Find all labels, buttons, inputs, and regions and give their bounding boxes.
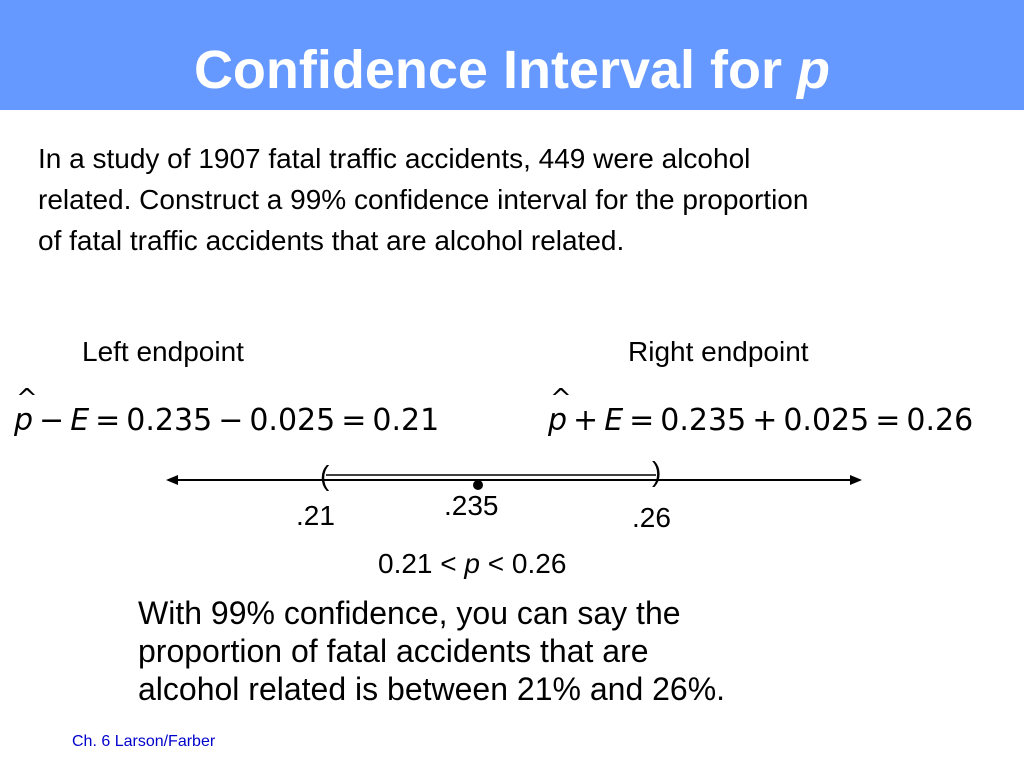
problem-line: related. Construct a 99% confidence inte…: [38, 184, 809, 215]
number-line: ( ): [166, 456, 862, 491]
margin-symbol: E: [70, 403, 90, 438]
minus-operator: −: [39, 403, 65, 438]
right-tick-label: .26: [632, 502, 671, 533]
equals-sign: =: [341, 403, 367, 438]
margin-symbol: E: [604, 403, 624, 438]
title-text: Confidence Interval for: [193, 40, 783, 100]
problem-line: of fatal traffic accidents that are alco…: [38, 225, 625, 256]
left-tick-label: .21: [296, 500, 335, 531]
left-paren: (: [320, 460, 330, 491]
conclusion-line: alcohol related is between 21% and 26%.: [138, 671, 726, 707]
p-letter: p: [548, 403, 568, 438]
margin-value: 0.025: [249, 403, 336, 438]
left-endpoint-equation: ^ p − E = 0.235−0.025 = 0.21: [14, 384, 440, 446]
p-hat-symbol: ^ p: [548, 384, 572, 446]
hat-mark: ^: [550, 384, 572, 414]
p-hat-value: 0.235: [126, 403, 213, 438]
margin-value: 0.025: [783, 403, 870, 438]
slide-title: Confidence Interval for p: [0, 30, 1024, 110]
title-bar: Confidence Interval for p: [0, 0, 1024, 110]
right-paren: ): [652, 456, 661, 487]
right-endpoint-equation: ^ p + E = 0.235 +0.025 = 0.26: [548, 384, 974, 446]
minus-operator: −: [218, 403, 244, 438]
equals-sign: =: [875, 403, 901, 438]
plus-operator: +: [573, 403, 599, 438]
plus-operator: +: [752, 403, 778, 438]
conclusion-line: proportion of fatal accidents that are: [138, 633, 649, 669]
point-estimate-dot: [473, 480, 483, 490]
title-variable: p: [797, 40, 831, 100]
p-hat-value: 0.235: [660, 403, 747, 438]
equals-sign: =: [95, 403, 121, 438]
right-endpoint-result: 0.26: [906, 403, 974, 438]
left-endpoint-label: Left endpoint: [82, 336, 244, 367]
p-letter: p: [14, 403, 34, 438]
problem-line: In a study of 1907 fatal traffic acciden…: [38, 143, 751, 174]
inequality-right: < 0.26: [487, 548, 567, 579]
footer-credit: Ch. 6 Larson/Farber: [72, 733, 216, 750]
hat-mark: ^: [16, 384, 38, 414]
conclusion-text: With 99% confidence, you can say the pro…: [138, 594, 958, 708]
inequality-left: 0.21 <: [378, 548, 457, 579]
inequality-variable: p: [464, 548, 480, 579]
conclusion-line: With 99% confidence, you can say the: [138, 595, 681, 631]
interval-inequality: 0.21 < p < 0.26: [378, 548, 566, 580]
right-endpoint-label: Right endpoint: [628, 336, 809, 367]
center-tick-label: .235: [444, 490, 499, 521]
left-endpoint-result: 0.21: [372, 403, 440, 438]
p-hat-symbol: ^ p: [14, 384, 38, 446]
equals-sign: =: [629, 403, 655, 438]
problem-statement: In a study of 1907 fatal traffic acciden…: [38, 138, 998, 261]
